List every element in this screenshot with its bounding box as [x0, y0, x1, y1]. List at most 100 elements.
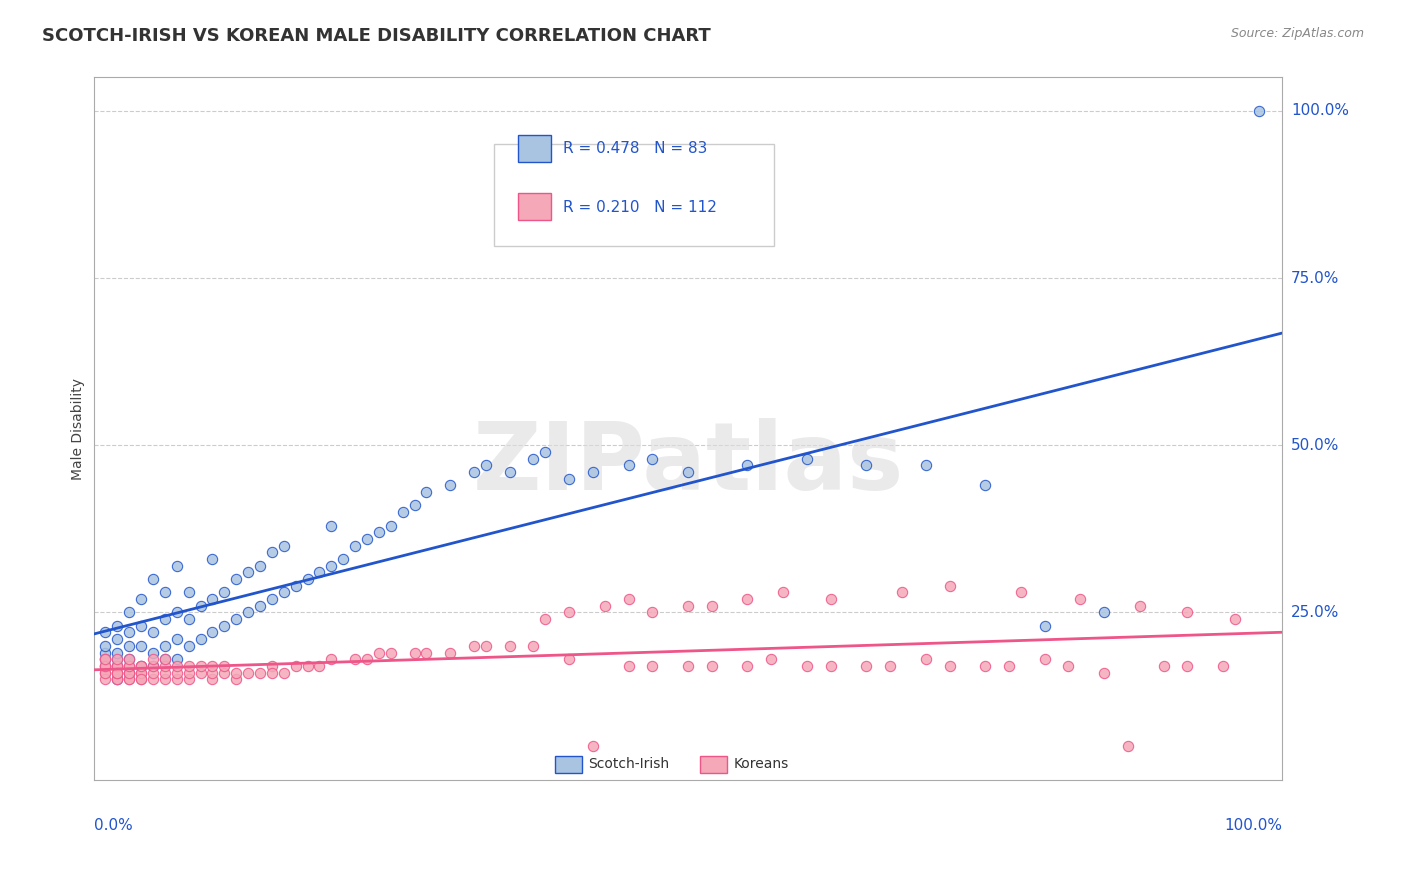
Point — [94, 639, 117, 653]
Point — [463, 639, 485, 653]
Point — [260, 592, 283, 607]
Point — [225, 673, 247, 687]
Point — [201, 552, 224, 566]
Text: 50.0%: 50.0% — [1291, 438, 1339, 453]
Point — [201, 665, 224, 680]
Point — [236, 665, 259, 680]
Point — [129, 665, 152, 680]
Point — [641, 659, 664, 673]
Point — [105, 665, 128, 680]
Text: R = 0.478   N = 83: R = 0.478 N = 83 — [564, 141, 707, 156]
Point — [190, 665, 212, 680]
Point — [260, 545, 283, 559]
Point — [177, 659, 200, 673]
Point — [225, 665, 247, 680]
Point — [177, 665, 200, 680]
Point — [534, 612, 557, 626]
Point — [439, 478, 461, 492]
Point — [415, 646, 437, 660]
Point — [129, 673, 152, 687]
Point — [297, 659, 319, 673]
Point — [94, 659, 117, 673]
Point — [974, 478, 997, 492]
Text: 25.0%: 25.0% — [1291, 605, 1339, 620]
Point — [499, 465, 522, 479]
Point — [166, 632, 188, 647]
Point — [1153, 659, 1175, 673]
Point — [1069, 592, 1091, 607]
Point — [177, 673, 200, 687]
Point — [201, 659, 224, 673]
Point — [105, 659, 128, 673]
Point — [236, 566, 259, 580]
Point — [201, 592, 224, 607]
Point — [118, 673, 141, 687]
Point — [153, 652, 176, 666]
Point — [380, 646, 402, 660]
Point — [439, 646, 461, 660]
Point — [273, 585, 295, 599]
Point — [558, 652, 581, 666]
Text: 100.0%: 100.0% — [1225, 818, 1282, 833]
Point — [1129, 599, 1152, 613]
Point — [142, 646, 165, 660]
Text: Scotch-Irish: Scotch-Irish — [588, 757, 669, 772]
Point — [344, 652, 367, 666]
Point — [142, 572, 165, 586]
Point — [214, 659, 236, 673]
Point — [105, 652, 128, 666]
Point — [891, 585, 914, 599]
Point — [142, 652, 165, 666]
Point — [118, 606, 141, 620]
Point — [129, 592, 152, 607]
Point — [129, 639, 152, 653]
Point — [118, 665, 141, 680]
Point — [1247, 103, 1270, 118]
Point — [105, 619, 128, 633]
Point — [118, 665, 141, 680]
Point — [166, 606, 188, 620]
Point — [201, 625, 224, 640]
Point — [772, 585, 794, 599]
Point — [879, 659, 901, 673]
Point — [249, 558, 271, 573]
Point — [1177, 606, 1199, 620]
Point — [236, 606, 259, 620]
Point — [356, 532, 378, 546]
Point — [617, 592, 640, 607]
Point — [475, 458, 498, 473]
Point — [118, 659, 141, 673]
Point — [558, 472, 581, 486]
Point — [94, 659, 117, 673]
Point — [321, 518, 343, 533]
Point — [737, 659, 759, 673]
Text: Koreans: Koreans — [733, 757, 789, 772]
Point — [593, 599, 616, 613]
Point — [166, 558, 188, 573]
Text: SCOTCH-IRISH VS KOREAN MALE DISABILITY CORRELATION CHART: SCOTCH-IRISH VS KOREAN MALE DISABILITY C… — [42, 27, 711, 45]
Point — [166, 659, 188, 673]
Point — [321, 652, 343, 666]
Point — [676, 659, 699, 673]
Point — [105, 673, 128, 687]
Point — [153, 652, 176, 666]
Point — [94, 665, 117, 680]
Point — [94, 652, 117, 666]
FancyBboxPatch shape — [517, 135, 551, 161]
Point — [415, 485, 437, 500]
Point — [177, 612, 200, 626]
Point — [105, 646, 128, 660]
Point — [94, 652, 117, 666]
Point — [94, 625, 117, 640]
Point — [142, 659, 165, 673]
Point — [105, 673, 128, 687]
Point — [94, 646, 117, 660]
Point — [105, 659, 128, 673]
Point — [201, 673, 224, 687]
Point — [1092, 606, 1115, 620]
Point — [641, 606, 664, 620]
Point — [796, 659, 818, 673]
Point — [214, 619, 236, 633]
Point — [225, 612, 247, 626]
Point — [177, 585, 200, 599]
